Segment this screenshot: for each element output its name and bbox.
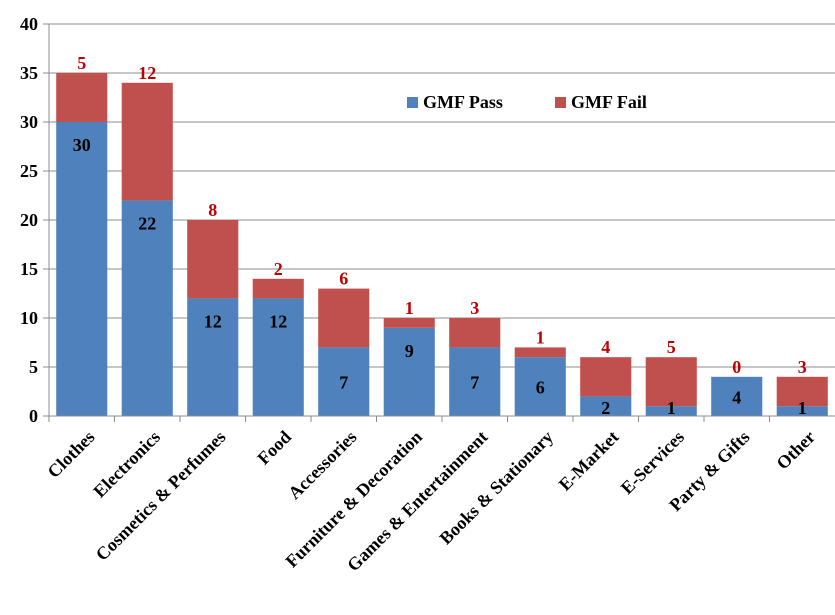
y-tick-label: 15 (20, 259, 38, 279)
y-tick-label: 0 (29, 406, 38, 426)
bar-fail (252, 278, 304, 299)
bar-fail (121, 82, 173, 201)
data-label-fail: 3 (470, 298, 479, 318)
bar-pass (580, 396, 632, 416)
data-label-pass: 1 (667, 398, 676, 418)
bar-fail (449, 318, 501, 348)
y-tick-label: 25 (20, 161, 38, 181)
bar-pass (514, 357, 566, 416)
data-label-fail: 5 (667, 337, 676, 357)
bar-pass (645, 406, 697, 416)
y-tick-label: 30 (20, 112, 38, 132)
data-label-pass: 6 (536, 378, 545, 398)
bar-fail (580, 357, 632, 397)
data-label-pass: 9 (405, 341, 414, 361)
data-label-fail: 0 (732, 357, 741, 377)
data-label-fail: 1 (405, 298, 414, 318)
bars (56, 73, 828, 416)
axes (43, 23, 835, 422)
data-label-pass: 12 (269, 311, 287, 331)
data-label-pass: 22 (138, 213, 156, 233)
data-label-fail: 5 (77, 53, 86, 73)
data-label-fail: 8 (208, 200, 217, 220)
y-tick-labels: 0 5 10 15 20 25 30 35 40 (20, 14, 38, 426)
x-tick-label: Clothes (43, 427, 98, 482)
y-tick-label: 5 (29, 357, 38, 377)
data-label-fail: 4 (601, 337, 610, 357)
bar-fail (56, 73, 108, 122)
data-label-pass: 7 (339, 373, 348, 393)
data-label-pass: 4 (732, 387, 741, 407)
bar-pass (711, 376, 763, 416)
bar-pass (776, 406, 828, 416)
bar-pass (252, 298, 304, 416)
legend-swatch-fail (555, 97, 566, 108)
data-label-pass: 2 (601, 398, 610, 418)
bar-fail (776, 376, 828, 407)
data-label-fail: 6 (339, 269, 348, 289)
bar-fail (383, 318, 435, 328)
y-tick-label: 20 (20, 210, 38, 230)
bar-pass (121, 200, 173, 416)
bar-pass (56, 122, 108, 416)
x-tick-label: Other (772, 427, 819, 474)
x-tick-label: E-Market (555, 427, 623, 495)
bar-fail (187, 220, 239, 299)
bar-fail (514, 347, 566, 358)
y-tick-label: 40 (20, 14, 38, 34)
data-label-fail: 2 (274, 259, 283, 279)
x-tick-label: Books & Stationary (435, 427, 557, 549)
data-label-fail: 12 (138, 63, 156, 83)
data-label-fail: 1 (536, 327, 545, 347)
data-label-pass: 7 (470, 373, 479, 393)
bar-fail (645, 357, 697, 407)
bar-pass (318, 347, 370, 416)
bar-fail (318, 288, 370, 348)
data-label-pass: 30 (73, 135, 91, 155)
x-tick-label: Cosmetics & Perfumes (92, 427, 230, 565)
gridlines (49, 23, 835, 368)
data-label-fail: 3 (798, 357, 807, 377)
legend-label-pass: GMF Pass (423, 92, 503, 112)
legend-swatch-pass (407, 97, 418, 108)
legend: GMF Pass GMF Fail (407, 92, 647, 112)
data-label-pass: 1 (798, 398, 807, 418)
x-tick-label: Food (253, 427, 295, 469)
data-label-pass: 12 (204, 311, 222, 331)
y-tick-label: 35 (20, 63, 38, 83)
bar-pass (383, 327, 435, 416)
y-tick-label: 10 (20, 308, 38, 328)
bar-pass (187, 298, 239, 416)
bar-pass (449, 347, 501, 416)
legend-label-fail: GMF Fail (571, 92, 647, 112)
